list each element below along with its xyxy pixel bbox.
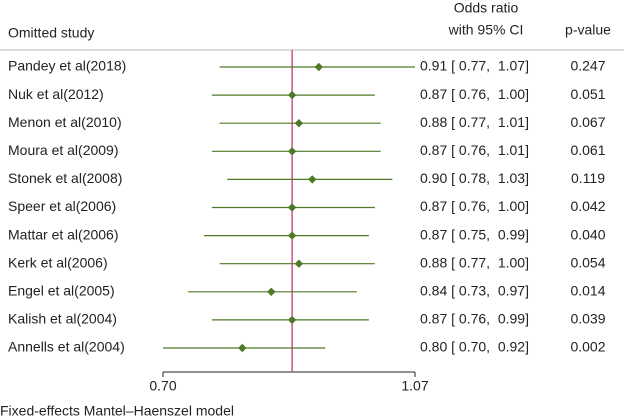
estimate-marker <box>287 231 297 240</box>
study-label: Annells et al(2004) <box>8 339 125 355</box>
p-value: 0.040 <box>570 226 605 242</box>
study-label: Nuk et al(2012) <box>8 86 104 102</box>
p-value: 0.051 <box>570 86 605 102</box>
estimate-label: 0.80 [ 0.70, 0.92] <box>420 339 529 355</box>
footer: Fixed-effects Mantel–Haenszel model <box>0 403 234 419</box>
estimate-label: 0.88 [ 0.77, 1.01] <box>420 114 529 130</box>
estimate-marker <box>294 259 304 268</box>
estimate-marker <box>238 343 247 353</box>
header-estimate: with 95% CI <box>448 22 524 38</box>
header-study: Omitted study <box>8 25 94 41</box>
estimate-label: 0.88 [ 0.77, 1.00] <box>420 254 529 270</box>
p-value: 0.247 <box>570 58 605 74</box>
study-label: Stonek et al(2008) <box>8 170 122 186</box>
x-tick-label: 1.07 <box>401 378 428 394</box>
estimate-marker <box>287 90 297 100</box>
estimate-marker <box>294 119 304 128</box>
estimate-label: 0.87 [ 0.76, 0.99] <box>420 311 529 327</box>
p-value: 0.039 <box>570 311 605 327</box>
p-value: 0.054 <box>570 254 605 270</box>
estimate-label: 0.87 [ 0.76, 1.00] <box>420 198 529 214</box>
study-label: Pandey et al(2018) <box>8 58 126 74</box>
p-value: 0.002 <box>570 339 605 355</box>
p-value: 0.042 <box>570 198 605 214</box>
estimate-marker <box>287 315 297 325</box>
estimate-label: 0.90 [ 0.78, 1.03] <box>420 170 529 186</box>
study-label: Kerk et al(2006) <box>8 254 108 270</box>
estimate-marker <box>287 147 297 156</box>
estimate-marker <box>287 203 297 212</box>
header-p: p-value <box>565 22 611 38</box>
estimate-label: 0.91 [ 0.77, 1.07] <box>420 58 529 74</box>
estimate-label: 0.87 [ 0.75, 0.99] <box>420 226 529 242</box>
estimate-label: 0.87 [ 0.76, 1.01] <box>420 142 529 158</box>
p-value: 0.119 <box>571 170 605 186</box>
estimate-label: 0.87 [ 0.76, 1.00] <box>420 86 529 102</box>
estimate-marker <box>308 175 317 184</box>
p-value: 0.061 <box>570 142 605 158</box>
study-label: Mattar et al(2006) <box>8 226 119 242</box>
study-label: Moura et al(2009) <box>8 142 119 158</box>
p-value: 0.067 <box>570 114 605 130</box>
study-label: Menon et al(2010) <box>8 114 122 130</box>
study-label: Speer et al(2006) <box>8 198 116 214</box>
header-estimate: Odds ratio <box>454 0 519 16</box>
p-value: 0.014 <box>570 283 605 299</box>
estimate-marker <box>314 62 324 72</box>
estimate-marker <box>267 287 276 296</box>
study-label: Engel et al(2005) <box>8 283 115 299</box>
x-tick-label: 0.70 <box>149 378 176 394</box>
study-label: Kalish et al(2004) <box>8 311 117 327</box>
estimate-label: 0.84 [ 0.73, 0.97] <box>420 283 529 299</box>
